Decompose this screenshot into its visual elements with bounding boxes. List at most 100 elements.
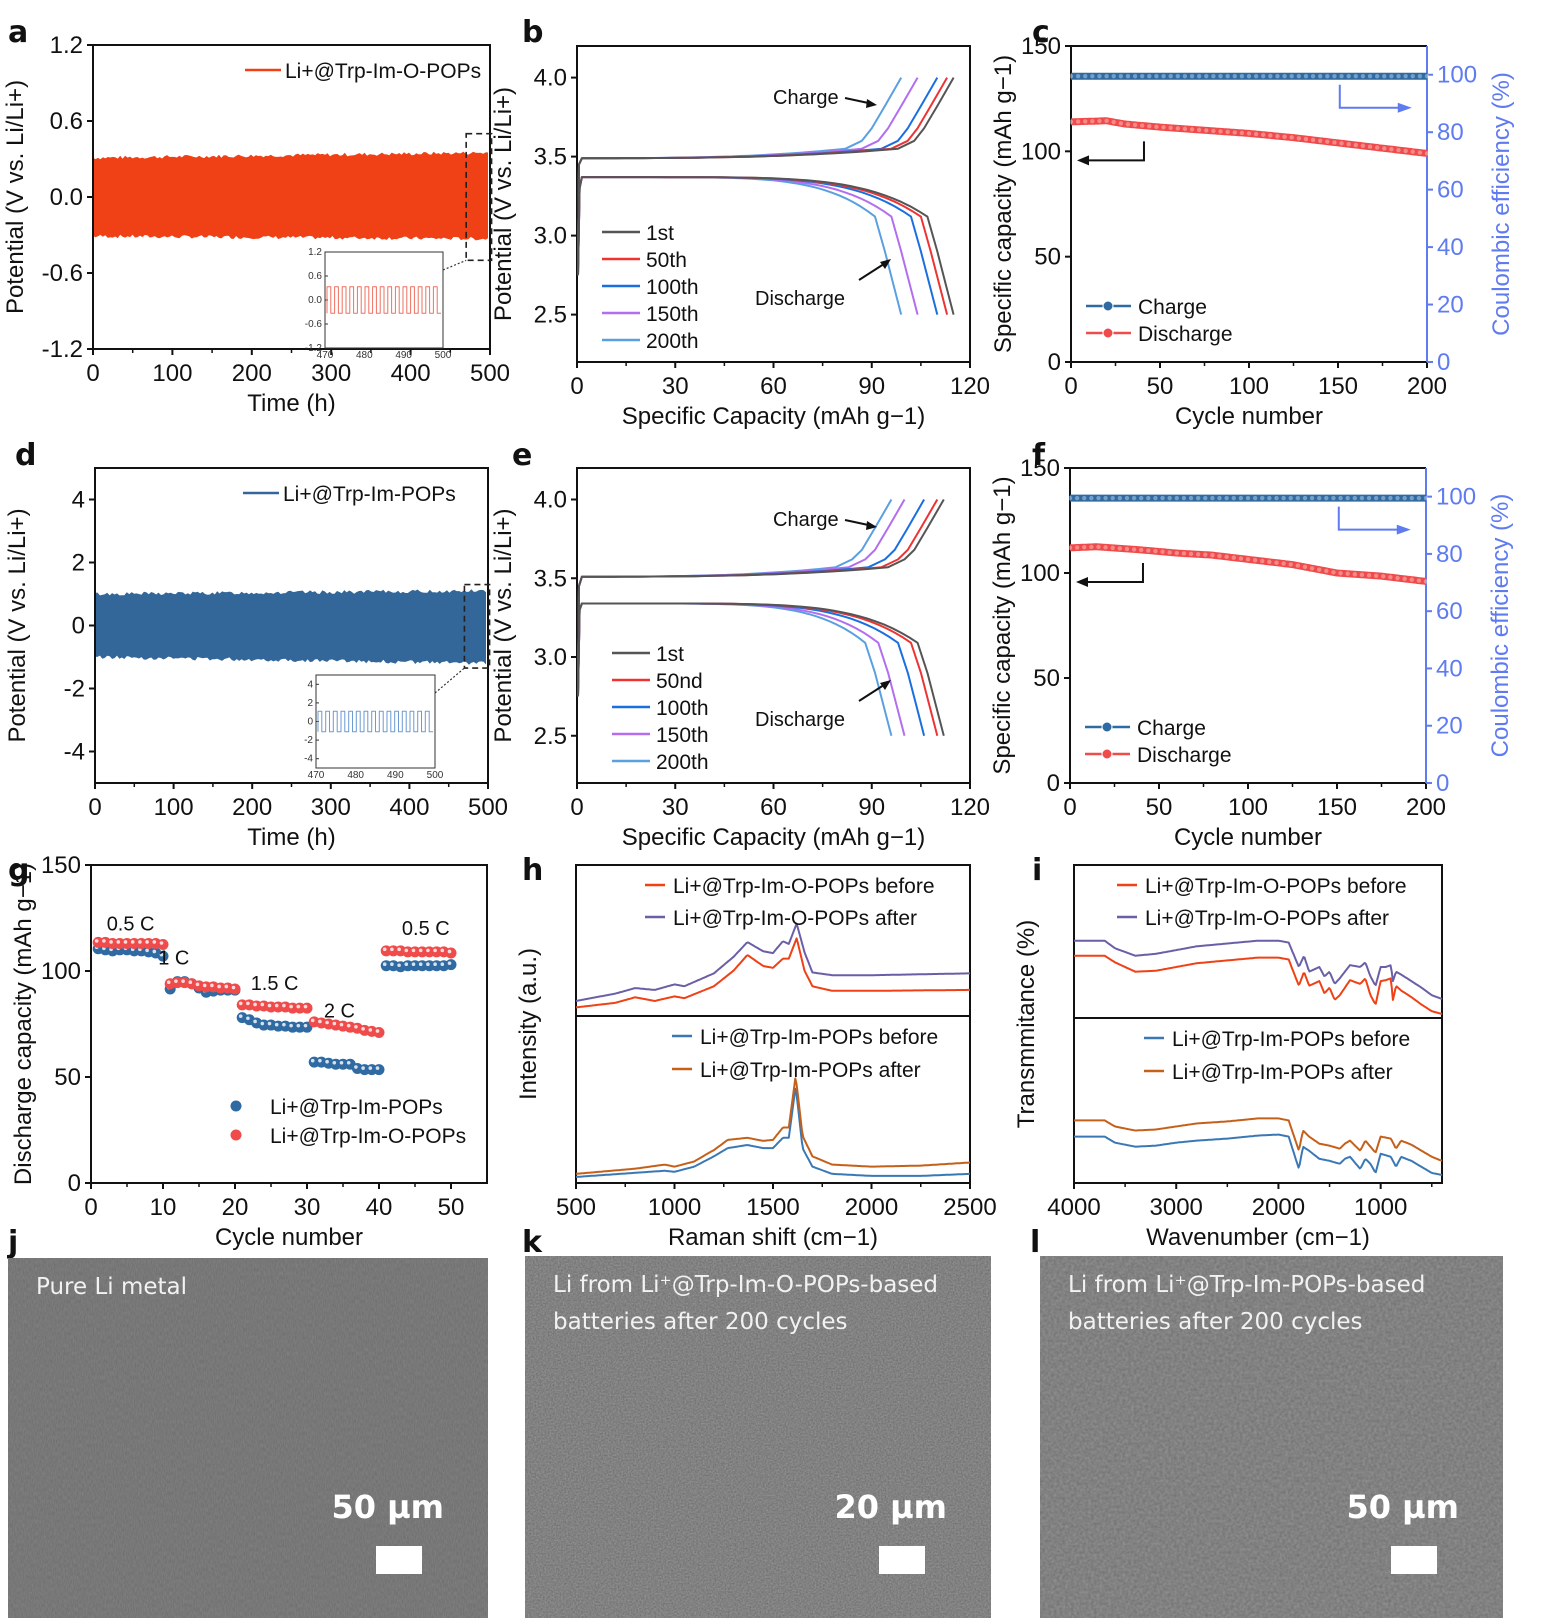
data-point <box>1067 545 1073 550</box>
data-point <box>1154 73 1159 79</box>
data-point-highlight <box>404 948 409 953</box>
data-point <box>1083 73 1088 79</box>
data-point-highlight <box>382 962 387 966</box>
data-point <box>1352 572 1358 577</box>
panel-letter: h <box>522 853 543 888</box>
data-point <box>1089 544 1094 550</box>
data-point <box>1082 495 1087 501</box>
data-point <box>1182 73 1188 79</box>
y-tick-label: 0 <box>1047 770 1060 797</box>
data-point-highlight <box>390 947 394 952</box>
panel-letter: l <box>1030 1225 1040 1260</box>
spectrum-line <box>1074 939 1443 1000</box>
y-tick-label: 100 <box>41 958 81 985</box>
inset-x-tick: 480 <box>347 770 364 781</box>
x-tick-label: 1000 <box>648 1194 701 1221</box>
panel-letter: a <box>8 15 28 50</box>
x-tick-label: 100 <box>154 794 194 821</box>
data-point-highlight <box>325 1059 329 1064</box>
data-point <box>1424 151 1430 156</box>
data-point <box>1188 551 1194 557</box>
data-point <box>1409 495 1414 501</box>
legend-label: Li+@Trp-Im-POPs after <box>700 1059 921 1082</box>
data-point <box>1252 495 1258 501</box>
data-point <box>373 1026 385 1038</box>
data-point-highlight <box>224 984 229 989</box>
data-point-highlight <box>426 962 430 966</box>
data-point <box>1360 73 1366 79</box>
y-tick-label: 0 <box>68 1170 81 1197</box>
data-point <box>1403 73 1408 79</box>
data-point <box>1403 148 1408 154</box>
data-point <box>1239 130 1245 136</box>
data-point <box>1196 73 1202 79</box>
inset-square-wave <box>326 286 441 314</box>
data-point <box>1275 133 1280 139</box>
data-point <box>1175 126 1181 131</box>
x-tick-label: 150 <box>1317 794 1357 821</box>
chart-panel-d: d 0 100 200 300 400 500 -4 -2 0 2 4 Time (h) Potentia… <box>4 438 508 851</box>
x-tick-label: 120 <box>950 794 990 821</box>
x-tick-label: 0 <box>84 1194 97 1221</box>
data-point <box>1174 495 1180 501</box>
legend-marker <box>1101 748 1113 760</box>
data-point <box>1218 129 1223 134</box>
data-point-highlight <box>368 1066 373 1070</box>
scale-bar <box>879 1546 925 1574</box>
data-point-highlight <box>152 940 157 944</box>
right-tick-label: 80 <box>1437 119 1464 146</box>
x-tick-label: 50 <box>438 1194 465 1221</box>
panel-letter: g <box>8 853 29 888</box>
y-axis-label: Transmmitance (%) <box>1013 920 1040 1128</box>
data-point-highlight <box>267 1021 272 1026</box>
chart-panel-a: a 0 100 200 300 400 500 -1.2 -0.6 0.0 0.6 1.2 Time (… <box>2 15 510 417</box>
data-point <box>445 947 457 959</box>
data-point <box>1131 547 1137 552</box>
data-point <box>1132 73 1138 79</box>
y-tick-label: -2 <box>64 676 85 703</box>
y-tick-label: 4.0 <box>534 487 567 514</box>
charge-curve <box>577 77 903 268</box>
rate-label: 2 C <box>324 1001 355 1023</box>
data-point <box>1161 125 1166 130</box>
legend-label: 100th <box>656 697 709 720</box>
legend-marker <box>230 1129 242 1141</box>
scale-bar <box>1391 1546 1437 1574</box>
data-point <box>1168 73 1173 79</box>
data-point <box>1345 495 1350 501</box>
data-point-highlight <box>282 1003 286 1008</box>
data-point <box>1160 495 1165 501</box>
data-point <box>1260 495 1265 501</box>
y-tick-label: 150 <box>1021 33 1061 60</box>
data-point <box>1245 495 1251 501</box>
legend-label: Li+@Trp-Im-O-POPs <box>270 1125 466 1148</box>
data-point <box>1090 73 1095 79</box>
spectrum-line <box>1074 1133 1443 1176</box>
data-point-highlight <box>303 1023 308 1028</box>
spectrum-line <box>575 937 970 1009</box>
data-point-highlight <box>447 949 452 954</box>
data-point-highlight <box>246 1001 250 1006</box>
legend-label: 50th <box>646 249 687 272</box>
data-point <box>1110 495 1115 501</box>
legend-label: Charge <box>1138 296 1207 319</box>
data-point <box>1168 125 1173 131</box>
data-point <box>1310 73 1316 79</box>
data-point <box>1374 145 1380 150</box>
data-point <box>1195 495 1201 501</box>
plot-frame <box>90 864 488 1184</box>
x-tick-label: 120 <box>950 373 990 400</box>
data-point <box>1189 127 1195 132</box>
data-point-highlight <box>411 948 416 953</box>
annotation-discharge: Discharge <box>755 709 845 731</box>
data-point <box>1353 73 1359 79</box>
charge-curve <box>577 77 955 268</box>
annotation-charge: Charge <box>773 509 839 531</box>
legend-marker <box>230 1100 242 1112</box>
data-point-highlight <box>296 1004 301 1009</box>
x-tick-label: 200 <box>1406 794 1446 821</box>
y-axis-label: Intensity (a.u.) <box>515 948 542 1100</box>
inset-x-tick: 480 <box>356 350 373 361</box>
data-point <box>1181 495 1187 501</box>
y-tick-label: 0.6 <box>50 108 83 135</box>
